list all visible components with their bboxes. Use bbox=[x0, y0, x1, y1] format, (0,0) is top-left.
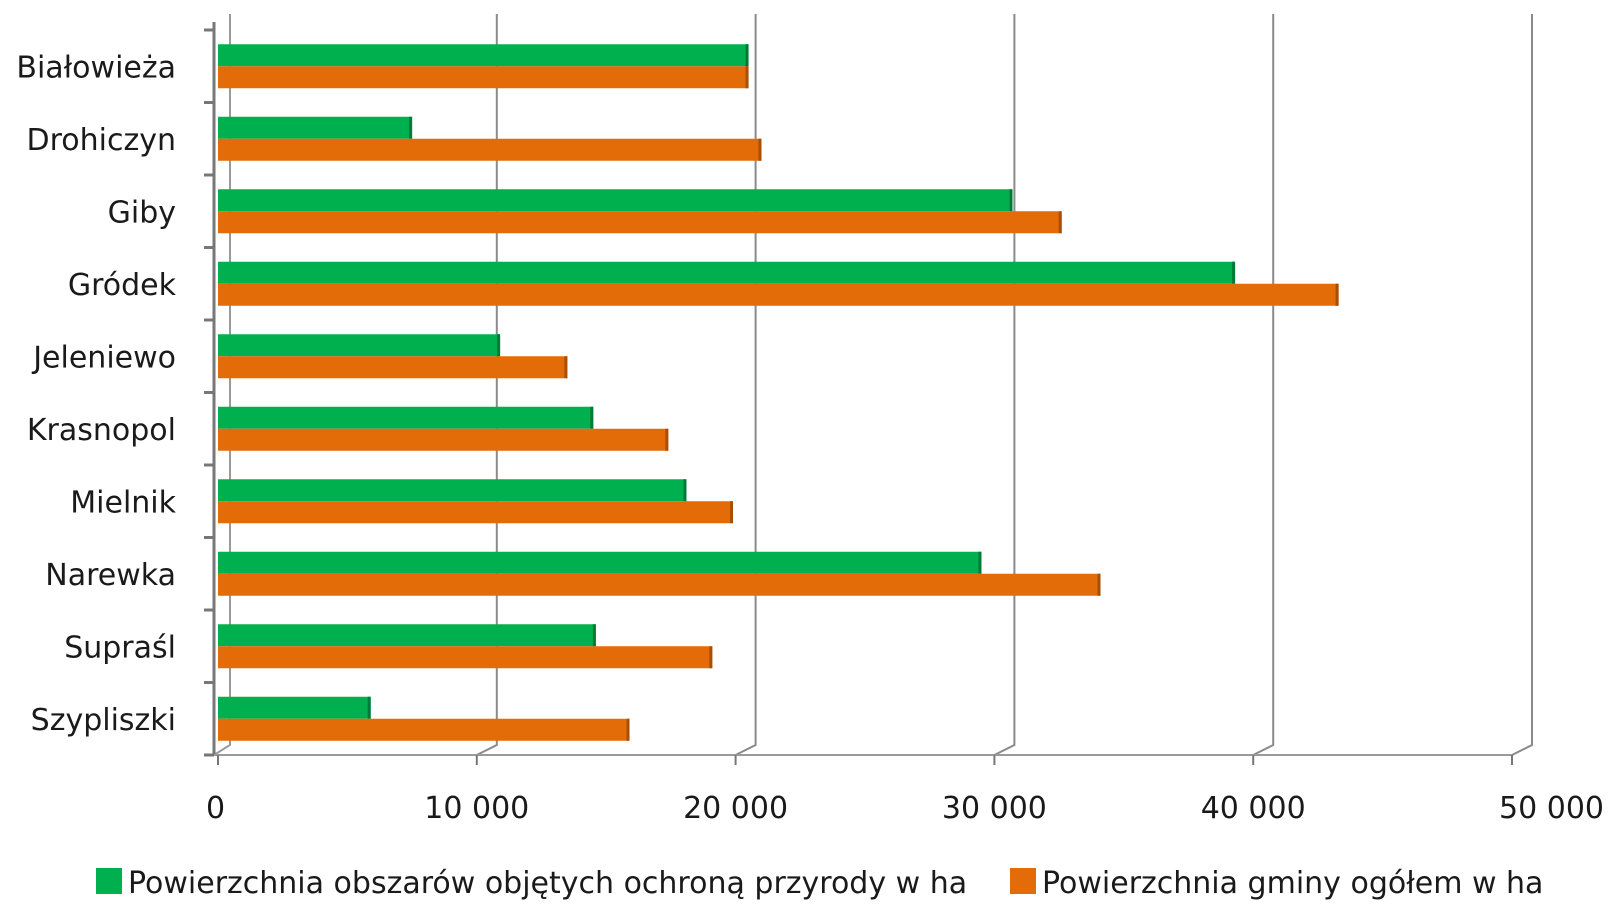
category-label: Narewka bbox=[45, 558, 176, 593]
bar-total-area bbox=[218, 211, 1062, 234]
gridlines bbox=[476, 14, 1533, 756]
bar-protected-area-edge bbox=[745, 44, 749, 67]
bar-total-area-edge bbox=[1058, 211, 1062, 234]
bar-total-area bbox=[218, 428, 669, 451]
bar-protected-area bbox=[218, 406, 594, 429]
bar-total-area bbox=[218, 283, 1339, 306]
bar-total-area-edge bbox=[564, 356, 568, 379]
category-label: Drohiczyn bbox=[27, 123, 177, 158]
category-label: Giby bbox=[108, 195, 176, 230]
bar-total-area-edge bbox=[745, 66, 749, 89]
bar-protected-area-edge bbox=[592, 624, 596, 647]
bar-protected-area-edge bbox=[1232, 261, 1236, 284]
axes bbox=[204, 14, 1513, 765]
bar-protected-area bbox=[218, 44, 749, 67]
bar-total-area bbox=[218, 138, 762, 161]
bar-total-area-edge bbox=[730, 501, 734, 524]
bar-protected-area bbox=[218, 479, 687, 502]
bar-protected-area bbox=[218, 189, 1013, 212]
legend-label-total-area: Powierzchnia gminy ogółem w ha bbox=[1042, 866, 1543, 901]
bar-protected-area-edge bbox=[590, 406, 594, 429]
bar-total-area-edge bbox=[709, 646, 713, 669]
x-tick-label: 40 000 bbox=[1201, 791, 1306, 826]
gridline bbox=[476, 14, 498, 756]
bars bbox=[218, 44, 1339, 741]
bar-protected-area-edge bbox=[409, 116, 413, 139]
bar-protected-area-edge bbox=[497, 334, 501, 357]
gridline bbox=[993, 14, 1016, 756]
legend-swatch-total-area bbox=[1010, 868, 1036, 894]
bar-total-area-edge bbox=[758, 138, 762, 161]
tick-labels: 0 10 000 20 000 30 000 40 000 50 000 bbox=[206, 791, 1604, 826]
bar-total-area-edge bbox=[1097, 573, 1101, 596]
bar-total-area-edge bbox=[626, 718, 630, 741]
x-tick-label: 50 000 bbox=[1499, 791, 1604, 826]
category-label: Szypliszki bbox=[31, 703, 176, 738]
bar-total-area bbox=[218, 501, 734, 524]
bar-total-area-edge bbox=[1335, 283, 1339, 306]
x-tick-label: 0 bbox=[206, 791, 225, 826]
y-axis-wall bbox=[213, 14, 231, 756]
bar-total-area bbox=[218, 356, 568, 379]
bar-protected-area bbox=[218, 696, 371, 719]
gridline bbox=[1511, 14, 1533, 756]
bar-protected-area bbox=[218, 334, 501, 357]
category-label: Krasnopol bbox=[27, 413, 176, 448]
bar-protected-area-edge bbox=[367, 696, 371, 719]
x-tick-label: 30 000 bbox=[942, 791, 1047, 826]
bar-total-area-edge bbox=[665, 428, 669, 451]
category-label: Jeleniewo bbox=[31, 340, 176, 375]
bar-protected-area-edge bbox=[683, 479, 687, 502]
category-label: Mielnik bbox=[70, 485, 176, 520]
bar-protected-area-edge bbox=[978, 551, 982, 574]
category-label: Gródek bbox=[68, 268, 177, 303]
bar-total-area bbox=[218, 66, 749, 89]
bar-total-area bbox=[218, 718, 630, 741]
x-tick-label: 20 000 bbox=[683, 791, 788, 826]
bar-protected-area bbox=[218, 116, 413, 139]
legend-swatch-protected-area bbox=[96, 868, 122, 894]
bar-protected-area-edge bbox=[1009, 189, 1013, 212]
legend: Powierzchnia obszarów objętych ochroną p… bbox=[96, 866, 1543, 901]
bar-total-area bbox=[218, 573, 1101, 596]
bar-protected-area bbox=[218, 551, 982, 574]
bar-protected-area bbox=[218, 261, 1236, 284]
bar-protected-area bbox=[218, 624, 596, 647]
category-labels: Białowieża Drohiczyn Giby Gródek Jeleniewo Kr… bbox=[16, 50, 176, 738]
category-label: Białowieża bbox=[16, 50, 176, 85]
gridline bbox=[1252, 14, 1275, 756]
gridline bbox=[735, 14, 757, 756]
category-label: Supraśl bbox=[64, 630, 176, 665]
bar-total-area bbox=[218, 646, 713, 669]
legend-label-protected-area: Powierzchnia obszarów objętych ochroną p… bbox=[128, 866, 967, 901]
x-tick-label: 10 000 bbox=[424, 791, 529, 826]
